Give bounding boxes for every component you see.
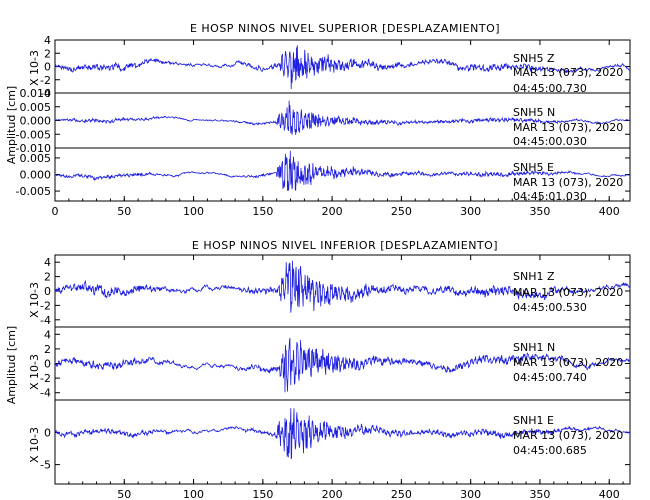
y-tick-label: 0.005 xyxy=(20,152,52,165)
y-tick-label: 0 xyxy=(44,61,51,74)
x-tick-label: 250 xyxy=(391,205,412,218)
channel-name: SNH1 E xyxy=(513,414,554,427)
channel-name: SNH1 Z xyxy=(513,270,555,283)
y-tick-label: -2 xyxy=(40,74,51,87)
channel-date: MAR 13 (073), 2020 xyxy=(513,176,623,189)
scale-label: X 10-3 xyxy=(28,282,41,318)
y-tick-label: -4 xyxy=(40,87,51,100)
y-tick-label: -0.010 xyxy=(16,142,51,155)
channel-date: MAR 13 (073), 2020 xyxy=(513,286,623,299)
x-tick-label: 350 xyxy=(529,488,550,500)
channel-date: MAR 13 (073), 2020 xyxy=(513,121,623,134)
channel-name: SNH5 E xyxy=(513,161,554,174)
x-tick-label: 100 xyxy=(183,488,204,500)
channel-panel-snh5-e: SNH5 E MAR 13 (073), 2020 04:45:01.030 xyxy=(54,150,631,203)
y-tick-label: 0.010 xyxy=(20,87,52,100)
y-tick-label: -4 xyxy=(40,387,51,400)
x-tick-label: 150 xyxy=(252,205,273,218)
x-tick-label: 250 xyxy=(391,488,412,500)
channel-time: 04:45:01.030 xyxy=(513,190,587,203)
trace-snh1-n xyxy=(54,337,631,393)
channel-date: MAR 13 (073), 2020 xyxy=(513,429,623,442)
y-tick-label: -0.005 xyxy=(16,185,51,198)
trace-snh5-e xyxy=(54,150,631,192)
x-tick-label: 200 xyxy=(322,205,343,218)
x-tick-label: 400 xyxy=(599,205,620,218)
y-tick-label: 2 xyxy=(44,343,51,356)
x-tick-label: 300 xyxy=(460,205,481,218)
channel-time: 04:45:00.740 xyxy=(513,371,587,384)
upper-yaxes: 420-2-40.0100.0050.000-0.005-0.0100.0050… xyxy=(16,34,630,198)
y-tick-label: 0.000 xyxy=(20,169,52,182)
channel-panel-snh1-z: SNH1 Z MAR 13 (073), 2020 04:45:00.530 X… xyxy=(28,260,631,318)
x-tick-label: 50 xyxy=(117,205,131,218)
x-tick-label: 400 xyxy=(599,488,620,500)
channel-time: 04:45:00.685 xyxy=(513,444,587,457)
lower-ylabel: Amplitud [cm] xyxy=(5,326,18,404)
lower-xaxis: 50 100 150 200 250 300 350 400 xyxy=(68,255,624,500)
y-tick-label: 4 xyxy=(44,256,51,269)
y-tick-label: -2 xyxy=(40,299,51,312)
channel-name: SNH5 N xyxy=(513,106,555,119)
channel-time: 04:45:00.030 xyxy=(513,135,587,148)
lower-plot-frame xyxy=(54,254,631,485)
x-tick-label: 350 xyxy=(529,205,550,218)
channel-date: MAR 13 (073), 2020 xyxy=(513,356,623,369)
y-tick-label: 0.005 xyxy=(20,101,52,114)
x-tick-label: 100 xyxy=(183,205,204,218)
y-tick-label: -4 xyxy=(40,314,51,327)
channel-name: SNH5 Z xyxy=(513,52,555,65)
upper-ylabel: Amplitud [cm] xyxy=(5,86,18,164)
y-tick-label: 0 xyxy=(44,426,51,439)
trace-snh5-n xyxy=(54,100,630,135)
y-tick-label: 0 xyxy=(44,285,51,298)
y-tick-label: 4 xyxy=(44,328,51,341)
channel-time: 04:45:00.530 xyxy=(513,301,587,314)
trace-snh1-e xyxy=(54,408,631,460)
y-tick-label: 2 xyxy=(44,47,51,60)
channel-name: SNH1 N xyxy=(513,341,555,354)
x-tick-label: 50 xyxy=(117,488,131,500)
channel-panel-snh1-e: SNH1 E MAR 13 (073), 2020 04:45:00.685 X… xyxy=(28,408,631,463)
y-tick-label: -5 xyxy=(40,459,51,472)
x-tick-label: 200 xyxy=(322,488,343,500)
upper-title: E HOSP NINOS NIVEL SUPERIOR [DESPLAZAMIE… xyxy=(190,22,500,35)
y-tick-label: 2 xyxy=(44,271,51,284)
y-tick-label: 0 xyxy=(44,358,51,371)
y-tick-label: -0.005 xyxy=(16,128,51,141)
lower-title: E HOSP NINOS NIVEL INFERIOR [DESPLAZAMIE… xyxy=(192,239,498,252)
y-tick-label: -2 xyxy=(40,372,51,385)
channel-panel-snh5-z: SNH5 Z MAR 13 (073), 2020 04:45:00.730 X… xyxy=(28,45,631,95)
channel-time: 04:45:00.730 xyxy=(513,82,587,95)
scale-label: X 10-3 xyxy=(28,50,41,86)
channel-panel-snh1-n: SNH1 N MAR 13 (073), 2020 04:45:00.740 X… xyxy=(28,337,631,393)
channel-date: MAR 13 (073), 2020 xyxy=(513,66,623,79)
y-tick-label: 0.000 xyxy=(20,115,52,128)
y-tick-label: 4 xyxy=(44,34,51,47)
scale-label: X 10-3 xyxy=(28,354,41,390)
channel-panel-snh5-n: SNH5 N MAR 13 (073), 2020 04:45:00.030 xyxy=(54,100,630,148)
x-tick-label: 300 xyxy=(460,488,481,500)
x-tick-label: 150 xyxy=(252,488,273,500)
trace-snh1-z xyxy=(54,260,631,313)
upper-xaxis: 0 50 100 150 200 250 300 350 400 xyxy=(52,40,624,218)
x-tick-label: 0 xyxy=(52,205,59,218)
trace-snh5-z xyxy=(54,45,631,90)
scale-label: X 10-3 xyxy=(28,427,41,463)
